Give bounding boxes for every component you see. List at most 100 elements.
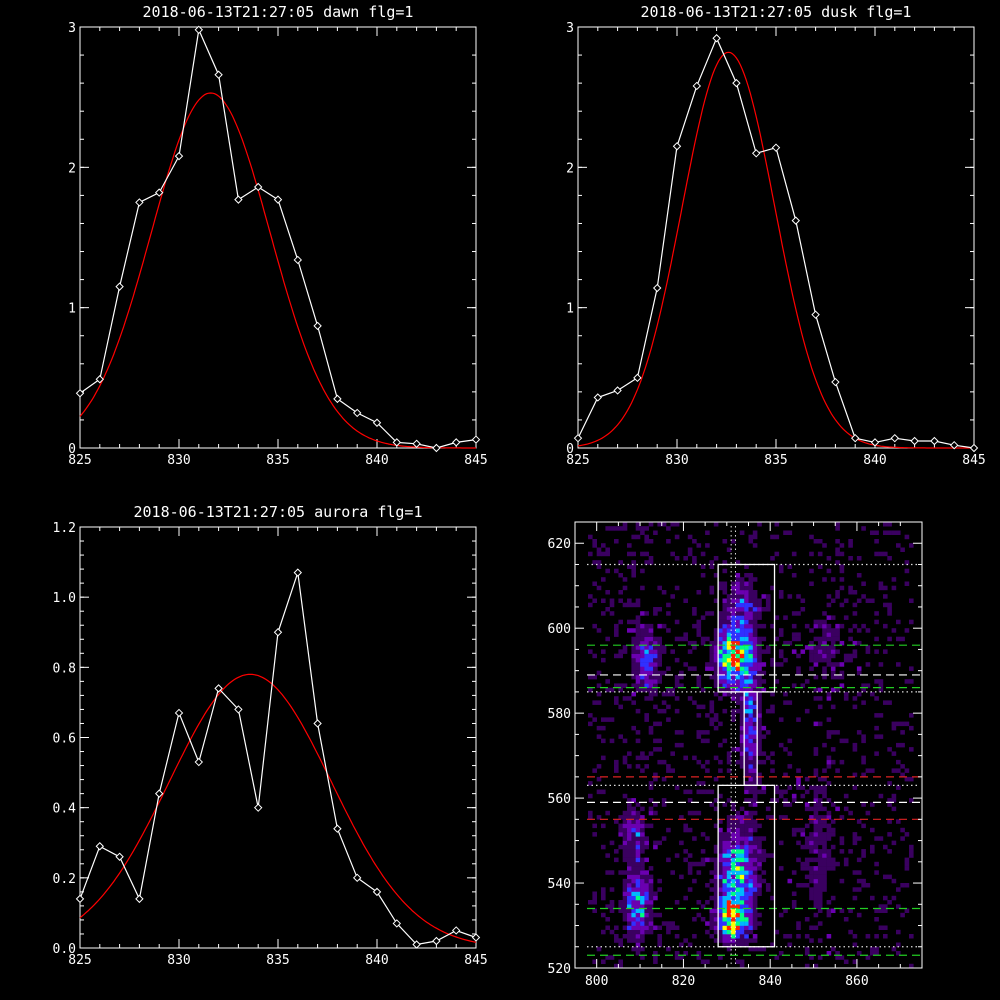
spectrogram-cell [856, 666, 862, 671]
spectrogram-cell [644, 657, 649, 663]
spectrogram-cell [709, 662, 715, 667]
dusk-x-tick-label: 830 [665, 453, 688, 468]
spectrogram-cell [752, 759, 758, 765]
spectrogram-cell [631, 895, 636, 901]
spectrogram-cell [757, 878, 762, 884]
spectrogram-cell [618, 704, 623, 710]
spectrogram-cell [735, 653, 741, 659]
spectrogram-cell [605, 687, 610, 693]
spectrogram-cell [657, 708, 662, 714]
spectrogram-cell [817, 696, 823, 701]
spectrogram-cell [770, 768, 775, 773]
spectrogram-cell [744, 917, 749, 922]
spectrogram-cell [852, 870, 858, 875]
spectrogram-cell [622, 925, 628, 930]
spectrogram-cell [718, 866, 723, 871]
spectrogram-cell [713, 798, 719, 803]
spectrogram-cell [748, 900, 754, 905]
dawn-data-point [194, 25, 204, 35]
spectrogram-cell [657, 670, 662, 676]
spectrogram-cell [722, 674, 728, 680]
spectrogram-cell [700, 573, 706, 578]
spectrogram-cell [739, 942, 745, 947]
spectrogram-cell [748, 870, 754, 875]
spectrogram-cell [861, 526, 866, 531]
spectrogram-cell [848, 590, 853, 595]
spectrogram-cell [713, 806, 719, 812]
spectrogram-cell [739, 921, 745, 926]
spectrogram-cell [748, 840, 754, 846]
spectrogram-cell [627, 878, 632, 884]
spectrogram-cell [726, 645, 732, 650]
spectrogram-cell [796, 717, 801, 722]
spectrogram-cell [605, 904, 610, 909]
spectrogram-cell [752, 577, 758, 582]
spectrogram-cell [839, 585, 845, 591]
spectrogram-cell [757, 946, 762, 952]
spectrogram-cell [739, 815, 745, 820]
spectrogram-cell [648, 887, 654, 892]
spectrogram-cell [696, 590, 702, 595]
spectrogram-cell [722, 598, 728, 603]
spectrogram-cell [809, 840, 814, 846]
spectrogram-cell [627, 827, 632, 833]
spectrogram-cell [648, 636, 654, 642]
spectrogram-cell [605, 568, 610, 574]
dusk-y-tick-label: 0 [566, 442, 574, 457]
spectrogram-cell [635, 844, 641, 850]
spectrogram-cell [761, 636, 767, 642]
spectrogram-cell [822, 857, 827, 863]
spectrogram-cell [631, 670, 636, 676]
spectrogram-cell [731, 938, 736, 943]
spectrogram-cell [748, 734, 754, 739]
spectrogram-cell [804, 963, 810, 969]
spectrogram-cell [904, 857, 910, 863]
spectrogram-cell [817, 870, 823, 875]
spectrogram-cell [653, 955, 658, 960]
spectrogram-cell [631, 827, 636, 833]
spectrogram-cell [627, 751, 632, 756]
spectrogram-cell [596, 564, 602, 569]
dusk-x-tick-label: 835 [764, 453, 787, 468]
spectrogram-cell [752, 623, 758, 629]
aurora-y-tick-label: 0.4 [53, 802, 77, 817]
spectrogram-cell [791, 793, 797, 799]
spectrogram-cell [635, 929, 641, 935]
spectrogram-cell [843, 861, 849, 867]
spectrogram-cell [661, 836, 667, 841]
spectrogram-cell [830, 577, 836, 582]
spectrogram-cell [709, 653, 715, 659]
spectrogram-cell [817, 849, 823, 854]
spectrogram-cell [817, 895, 823, 901]
spectrogram-cell [683, 823, 688, 829]
spectrogram-cell [601, 959, 606, 964]
spectrogram-cell [739, 895, 745, 901]
spectrogram-cell [700, 861, 706, 867]
dusk-data-point [771, 143, 781, 152]
spectrogram-cell [909, 598, 914, 603]
spectrogram-cell [644, 925, 649, 930]
spectrogram-cell [909, 713, 914, 718]
spectrogram-cell [800, 793, 806, 799]
spectrogram-cell [648, 891, 654, 896]
spectrogram-cell [752, 857, 758, 863]
spectrogram-cell [813, 539, 819, 544]
spectrogram-cell [904, 768, 910, 773]
spectrogram-cell [635, 623, 641, 629]
spectrogram-cell [874, 908, 879, 913]
spectrogram-cell [722, 687, 728, 693]
spectrogram-cell [809, 653, 814, 659]
dawn-y-tick-label: 2 [68, 161, 76, 176]
spectrogram-cell [817, 878, 823, 884]
spectrogram-cell [696, 781, 702, 786]
spectrogram-cell [722, 925, 728, 930]
spectrogram-cell [592, 908, 597, 913]
spectrogram-cell [826, 759, 832, 765]
spectrogram-cell [813, 819, 819, 824]
spectrogram-cell [657, 623, 662, 629]
spectrogram-cell [900, 836, 905, 841]
spectrogram-cell [622, 832, 628, 837]
dusk-fit-line [577, 51, 974, 449]
spectrogram-cell [748, 640, 754, 646]
spectrogram-cell [761, 849, 767, 854]
